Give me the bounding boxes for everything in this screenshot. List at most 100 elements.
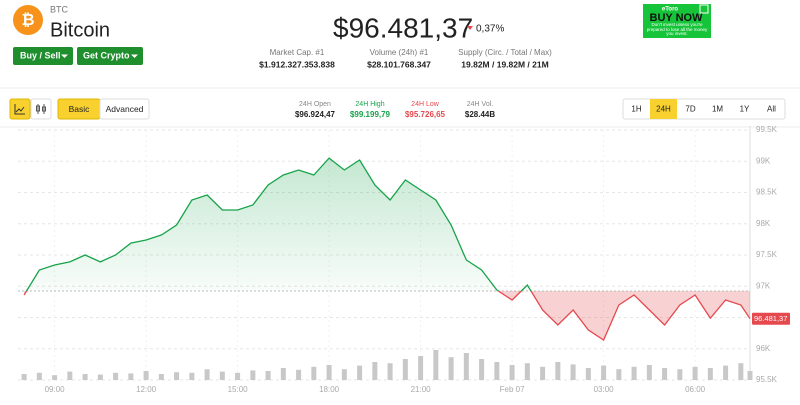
caret [61, 54, 68, 58]
volume-bar [448, 357, 454, 380]
volume-bar [67, 371, 73, 380]
stat-label: 24H Low [411, 101, 440, 108]
stat-label: Supply (Circ. / Total / Max) [458, 48, 552, 57]
chart-type-button[interactable] [9, 98, 31, 120]
volume-bar [646, 365, 652, 380]
stat-label: 24H High [355, 101, 384, 108]
ad-cta: BUY NOW [650, 12, 704, 24]
stat-label: 24H Open [299, 101, 331, 108]
range-button[interactable]: 1M [712, 105, 723, 114]
x-tick-label: 09:00 [45, 385, 66, 394]
price-area [24, 158, 751, 340]
button-label: 1Y [740, 105, 750, 114]
stat-value: $28.101.768.347 [367, 59, 431, 69]
volume-bar [402, 359, 408, 380]
change: 0,37% [476, 24, 504, 35]
volume-bar [509, 365, 515, 380]
range-group [622, 98, 786, 120]
mode-button[interactable]: Advanced [99, 98, 150, 120]
x-tick-label: 21:00 [411, 385, 432, 394]
volume-bar [204, 369, 210, 380]
range-button[interactable]: 1H [631, 105, 641, 114]
price: $96.481,37 [333, 12, 473, 43]
ad-disclaimer: Don't invest unless you're prepared to l… [646, 23, 708, 37]
ad[interactable]: eToro BUY NOW Don't invest unless you're… [643, 4, 711, 38]
volume-bar [265, 371, 271, 380]
volume-bar [662, 368, 668, 380]
ad-brand: eToro [662, 7, 679, 13]
volume-bar [189, 372, 195, 380]
stat-value: $28.44B [465, 110, 495, 119]
ad-badge [699, 4, 709, 14]
volume-bar [311, 366, 317, 380]
volume-bar [677, 369, 683, 380]
y-tick-label: 99K [756, 156, 771, 165]
volume-bar [524, 363, 530, 380]
button-label: 1M [712, 105, 723, 114]
button-label: Buy / Sell [20, 50, 61, 60]
volume-bar [585, 368, 591, 380]
button-bg [99, 98, 150, 120]
volume-bar [97, 374, 103, 380]
volume-bar [555, 362, 561, 380]
chart-type-button[interactable] [30, 98, 52, 120]
button-label: Basic [69, 104, 91, 114]
button-bg [13, 47, 73, 65]
button-label: All [767, 105, 776, 114]
volume-bar [433, 350, 439, 380]
volume-bar [250, 370, 256, 380]
volume-bar [747, 371, 753, 380]
candle-icon [36, 104, 46, 114]
volume-bar [494, 362, 500, 380]
stat-value: 19.82M / 19.82M / 21M [461, 59, 548, 69]
volume-bar [570, 364, 576, 380]
volume-bar [540, 366, 546, 380]
y-tick-label: 97K [756, 281, 771, 290]
volume-bar [21, 374, 27, 380]
volume-bar [143, 371, 149, 380]
y-tick-label: 96K [756, 344, 771, 353]
volume-bar [82, 374, 88, 380]
volume-bar [463, 353, 469, 380]
volume-bar [235, 372, 241, 380]
stat-value: $96.924,47 [295, 110, 336, 119]
volume-bar [158, 374, 164, 380]
button-bg [77, 47, 143, 65]
volume-bar [631, 366, 637, 380]
mode-button[interactable]: Basic [57, 98, 101, 120]
get-crypto-button[interactable]: Get Crypto [77, 47, 143, 65]
price-line [23, 157, 751, 341]
volume-bar [52, 375, 58, 380]
coin-name: Bitcoin [50, 19, 110, 41]
volume-bar [479, 359, 485, 380]
ad-disclaimer-box: Don't invest unless you're prepared to l… [646, 23, 708, 37]
stat-value: $99.199,79 [350, 110, 391, 119]
volume-bar [418, 356, 424, 380]
volume-bar [723, 365, 729, 380]
x-tick-label: 15:00 [228, 385, 249, 394]
range-button[interactable]: 1Y [740, 105, 750, 114]
ticker: BTC [50, 4, 69, 14]
volume-bar [372, 362, 378, 380]
volume-bar [601, 365, 607, 380]
line-icon [14, 104, 25, 115]
range-button[interactable]: 24H [650, 99, 677, 119]
volume-bar [36, 372, 42, 380]
range-button[interactable]: All [767, 105, 776, 114]
price-chart: 95.5K96K96.5K97K97.5K98K98.5K99K99.5K09:… [18, 125, 790, 394]
stat-label: Market Cap. #1 [270, 48, 325, 57]
button-label: 7D [685, 105, 695, 114]
x-tick-label: 03:00 [594, 385, 615, 394]
coin-icon: ₿ [21, 11, 34, 29]
range-button[interactable]: 7D [685, 105, 695, 114]
volume-bar [296, 369, 302, 380]
coin-logo [13, 5, 43, 35]
volume-bar [113, 372, 119, 380]
y-tick-label: 98K [756, 219, 771, 228]
x-tick-label: 18:00 [319, 385, 340, 394]
stat-value: $1.912.327.353.838 [259, 59, 335, 69]
volume-bar [219, 371, 225, 380]
last-price-bg [752, 312, 790, 325]
buy-sell-button[interactable]: Buy / Sell [13, 47, 73, 65]
